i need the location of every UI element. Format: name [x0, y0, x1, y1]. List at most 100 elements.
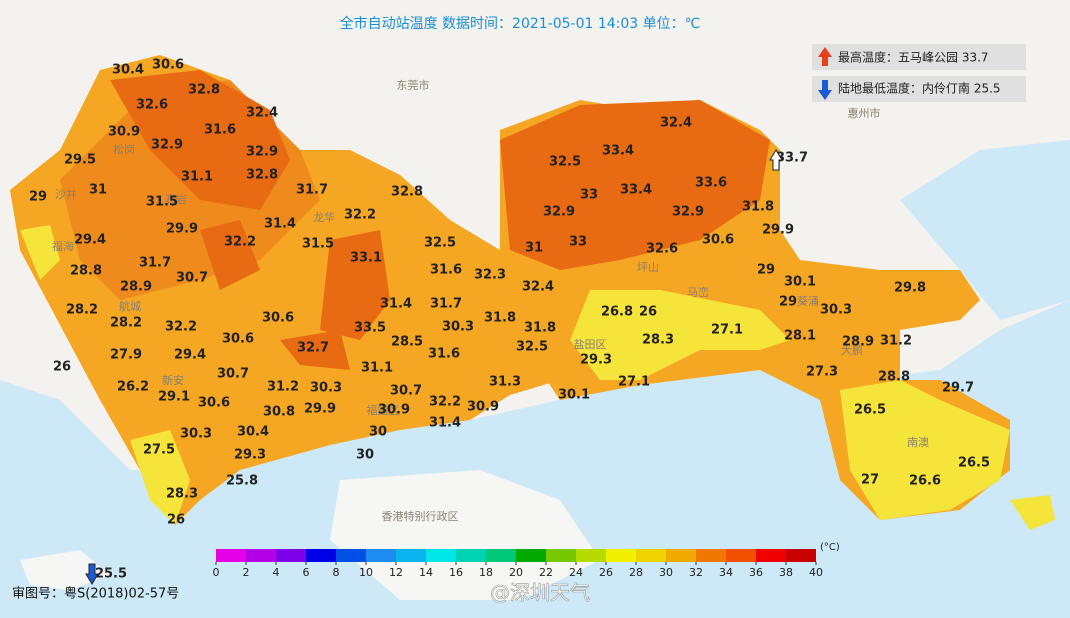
- legend-swatch: [666, 549, 696, 562]
- station-value: 33.1: [350, 251, 382, 266]
- station-value: 31.1: [361, 361, 393, 376]
- legend-tick-label: 24: [569, 566, 583, 579]
- station-value: 30.3: [442, 320, 474, 335]
- legend-tick-label: 28: [629, 566, 643, 579]
- legend-swatch: [276, 549, 306, 562]
- station-value: 31.8: [524, 321, 556, 336]
- station-value: 30.9: [378, 403, 410, 418]
- station-value: 32.2: [224, 235, 256, 250]
- station-value: 30.3: [310, 381, 342, 396]
- station-value: 33: [569, 235, 587, 250]
- station-value: 31.4: [380, 297, 412, 312]
- station-value: 32.9: [151, 138, 183, 153]
- station-value: 25.5: [95, 567, 127, 582]
- place-label: 福海: [52, 239, 74, 253]
- station-value: 32.4: [246, 106, 278, 121]
- legend-swatch: [306, 549, 336, 562]
- station-value: 28.2: [66, 303, 98, 318]
- station-value: 32.4: [660, 116, 692, 131]
- station-value: 31.6: [428, 347, 460, 362]
- station-value: 27.3: [806, 365, 838, 380]
- place-label: 新安: [162, 373, 184, 387]
- station-value: 32.6: [136, 98, 168, 113]
- station-value: 26.5: [854, 403, 886, 418]
- station-value: 26.8: [601, 305, 633, 320]
- max-marker: [769, 149, 783, 171]
- legend-tick-label: 12: [389, 566, 403, 579]
- station-value: 31.1: [181, 170, 213, 185]
- station-value: 33.4: [602, 144, 634, 159]
- station-value: 29.9: [762, 223, 794, 238]
- min-text: 陆地最低温度：内伶仃南 25.5: [838, 81, 1001, 96]
- station-value: 33.6: [695, 176, 727, 191]
- station-value: 26: [53, 360, 71, 375]
- station-value: 30.6: [262, 311, 294, 326]
- legend-tick-label: 6: [303, 566, 310, 579]
- station-value: 32.2: [344, 208, 376, 223]
- legend-tick-label: 18: [479, 566, 493, 579]
- station-value: 30.9: [467, 400, 499, 415]
- legend-tick-label: 0: [213, 566, 220, 579]
- station-value: 26: [639, 305, 657, 320]
- legend-swatch: [246, 549, 276, 562]
- legend-swatch: [426, 549, 456, 562]
- place-label: 南澳: [907, 436, 929, 449]
- station-value: 31.4: [429, 416, 461, 431]
- place-label: 葵涌: [797, 295, 819, 308]
- legend-swatch: [396, 549, 426, 562]
- island: [20, 550, 110, 590]
- place-label: 航城: [119, 299, 141, 313]
- legend-tick-label: 36: [749, 566, 763, 579]
- place-label: 东莞市: [397, 78, 430, 92]
- place-label: 马峦: [687, 285, 709, 299]
- legend-swatch: [486, 549, 516, 562]
- legend-swatch: [546, 549, 576, 562]
- legend-tick-label: 16: [449, 566, 463, 579]
- min-marker: [85, 563, 99, 585]
- legend-tick-label: 26: [599, 566, 613, 579]
- station-value: 33.5: [354, 321, 386, 336]
- legend-swatch: [336, 549, 366, 562]
- station-value: 31.6: [430, 263, 462, 278]
- legend-tick-label: 30: [659, 566, 673, 579]
- station-value: 32.9: [543, 205, 575, 220]
- station-value: 29: [29, 190, 47, 205]
- legend-tick-label: 22: [539, 566, 553, 579]
- station-value: 30.7: [176, 271, 208, 286]
- station-value: 32.5: [516, 340, 548, 355]
- legend-tick-label: 20: [509, 566, 523, 579]
- station-value: 31.2: [267, 380, 299, 395]
- legend-swatch: [456, 549, 486, 562]
- max-text: 最高温度：五马峰公园 33.7: [838, 50, 989, 65]
- min-icon: [818, 80, 832, 100]
- place-label: 石岩: [165, 192, 187, 206]
- sea: [900, 140, 1070, 320]
- island: [1010, 495, 1055, 530]
- min-box: [812, 76, 1026, 102]
- station-value: 27.1: [618, 375, 650, 390]
- place-label: 坪山: [637, 261, 659, 274]
- land-hot: [320, 230, 390, 340]
- station-value: 32.9: [246, 145, 278, 160]
- land-hot: [110, 70, 290, 210]
- station-value: 32.2: [165, 320, 197, 335]
- station-value: 31: [525, 241, 543, 256]
- station-value: 30.6: [152, 58, 184, 73]
- station-value: 28.8: [878, 370, 910, 385]
- legend-swatch: [696, 549, 726, 562]
- legend-tick-label: 4: [273, 566, 280, 579]
- station-value: 30.7: [217, 367, 249, 382]
- legend-swatch: [756, 549, 786, 562]
- station-value: 30.1: [784, 275, 816, 290]
- station-value: 31.8: [742, 200, 774, 215]
- place-label: 惠州市: [848, 106, 881, 120]
- station-value: 30.4: [112, 63, 144, 78]
- legend-tick-label: 8: [333, 566, 340, 579]
- station-value: 30.1: [558, 388, 590, 403]
- place-label: 松岗: [113, 142, 135, 156]
- station-value: 31.5: [302, 237, 334, 252]
- max-icon: [818, 47, 832, 66]
- station-value: 29.4: [74, 233, 106, 248]
